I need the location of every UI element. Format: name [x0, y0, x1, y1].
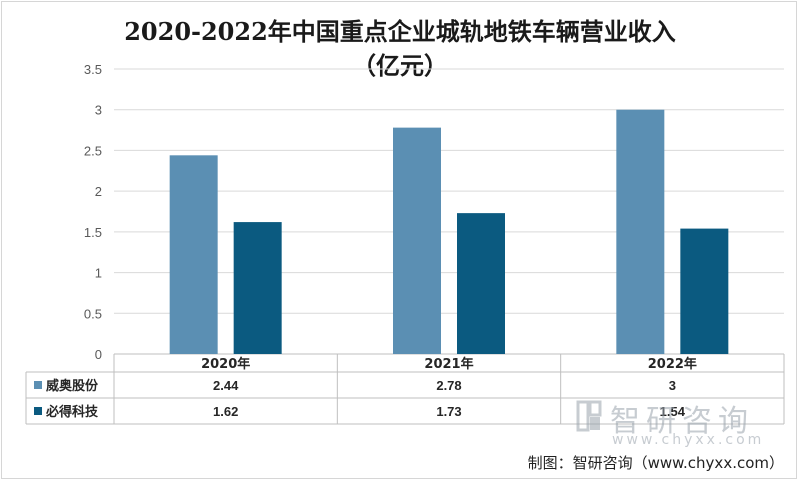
watermark: 智研咨询 www.chyxx.com [576, 398, 776, 454]
watermark-url: www.chyxx.com [612, 432, 765, 448]
y-tick-label: 0.5 [84, 306, 102, 321]
x-category-label: 2021年 [424, 356, 473, 372]
y-tick-label: 3 [95, 103, 102, 118]
bar [680, 228, 729, 354]
bar [393, 127, 441, 354]
chart-title: 2020-2022年中国重点企业城轨地铁车辆营业收入 [124, 17, 676, 46]
legend-series-name: 威奥股份 [46, 378, 99, 394]
y-tick-label: 0 [95, 347, 102, 362]
source-credit: 制图：智研咨询（www.chyxx.com） [527, 454, 784, 472]
data-value-label: 3 [669, 378, 676, 393]
y-tick-label: 1 [95, 266, 102, 281]
data-value-label: 1.62 [213, 404, 238, 419]
x-category-label: 2020年 [201, 356, 250, 372]
y-tick-label: 2.5 [84, 143, 102, 158]
legend-series-name: 必得科技 [45, 404, 99, 420]
bar [457, 213, 505, 354]
chyxx-logo-icon [576, 400, 602, 432]
data-value-label: 1.73 [436, 404, 461, 419]
x-category-label: 2022年 [648, 356, 697, 372]
bar [169, 155, 218, 354]
y-tick-label: 2 [95, 184, 102, 199]
legend-swatch [34, 407, 42, 415]
data-value-label: 1.54 [660, 404, 686, 419]
y-tick-label: 1.5 [84, 225, 102, 240]
bar [233, 222, 282, 354]
watermark-name: 智研咨询 [610, 404, 754, 439]
y-tick-label: 3.5 [84, 62, 102, 77]
chart-title-unit: （亿元） [352, 51, 448, 80]
data-value-label: 2.78 [436, 378, 461, 393]
data-value-label: 2.44 [213, 378, 239, 393]
legend-swatch [34, 381, 42, 389]
bar [616, 109, 665, 354]
